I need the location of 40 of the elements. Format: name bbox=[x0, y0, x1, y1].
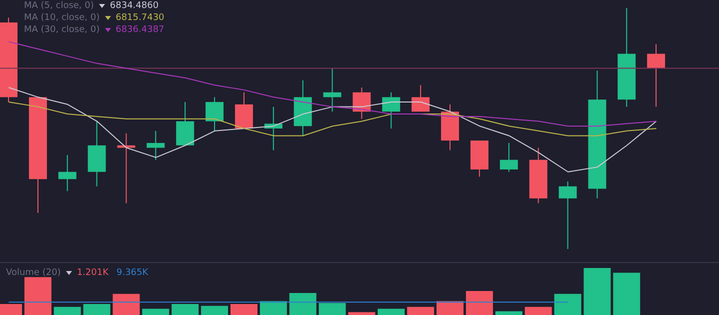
bar bbox=[142, 308, 170, 315]
candlestick bbox=[323, 68, 342, 112]
bar bbox=[495, 311, 522, 315]
candlestick bbox=[412, 84, 430, 112]
legend-label: MA (10, close, 0) bbox=[24, 13, 100, 23]
annotation: 9.365K bbox=[116, 268, 148, 278]
candlestick bbox=[382, 92, 400, 129]
bar bbox=[378, 308, 405, 315]
candlestick bbox=[117, 132, 136, 204]
annotation: 6815.7430 bbox=[116, 13, 164, 23]
candlestick bbox=[146, 130, 165, 160]
candlestick bbox=[500, 142, 518, 172]
bar bbox=[24, 277, 52, 315]
bar bbox=[54, 306, 81, 315]
bar bbox=[436, 301, 464, 315]
bar bbox=[201, 306, 228, 315]
annotation: 1.201K bbox=[76, 268, 108, 278]
bar bbox=[83, 304, 110, 315]
bar bbox=[348, 312, 376, 315]
candlestick bbox=[647, 44, 666, 108]
annotation: Volume (20) bbox=[6, 268, 61, 278]
bar bbox=[613, 272, 640, 315]
bar bbox=[466, 291, 493, 315]
bar bbox=[112, 294, 140, 315]
bar bbox=[407, 306, 434, 315]
annotation: 6834.4860 bbox=[110, 1, 159, 11]
bar bbox=[584, 268, 611, 315]
bar bbox=[318, 303, 346, 315]
legend-label: MA (5, close, 0) bbox=[24, 1, 94, 11]
bar bbox=[289, 292, 316, 315]
bar bbox=[230, 304, 258, 315]
bar bbox=[524, 306, 552, 315]
annotation: 6836.4387 bbox=[116, 25, 164, 35]
legend-label: MA (30, close, 0) bbox=[24, 25, 100, 35]
candlestick bbox=[58, 154, 76, 192]
bar bbox=[260, 301, 287, 315]
bar bbox=[172, 304, 199, 315]
candlestick bbox=[206, 96, 224, 132]
candlestick bbox=[558, 181, 577, 249]
bar bbox=[554, 294, 582, 315]
